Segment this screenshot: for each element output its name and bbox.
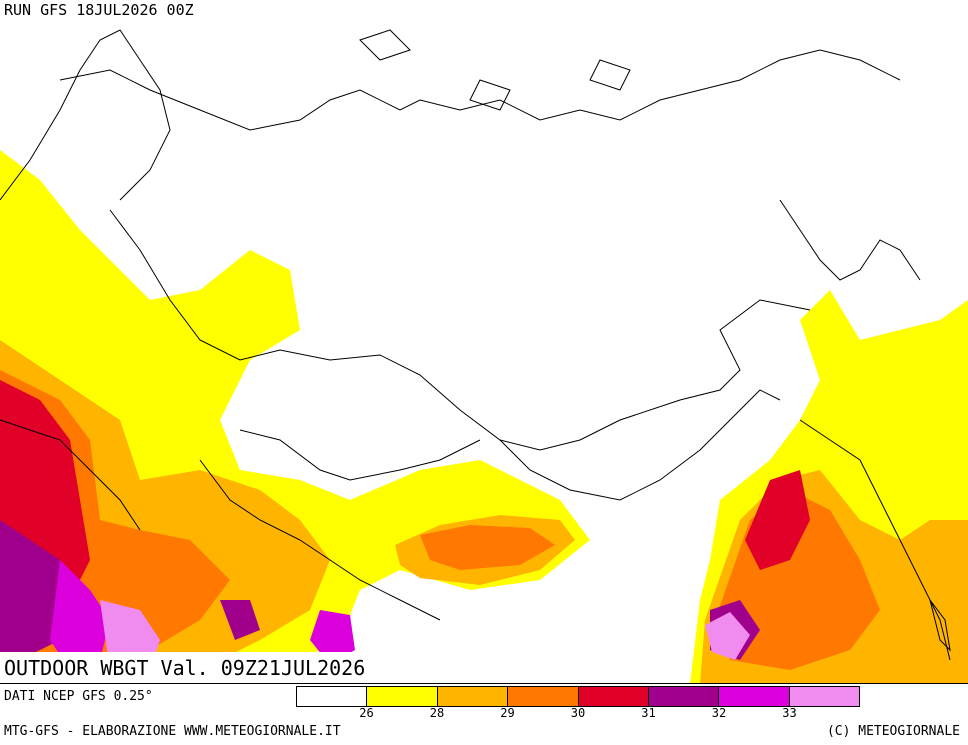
heat-area-magenta-south — [310, 610, 355, 665]
heat-area-magenta-west — [50, 560, 110, 670]
coastline-pacific — [799, 419, 951, 661]
wbgt-shading-layer — [0, 150, 968, 683]
legend-tick-label: 30 — [570, 706, 586, 720]
run-label: RUN GFS 18JUL2026 00Z — [4, 1, 194, 19]
coastline-kamchatka — [779, 199, 921, 281]
legend-swatch — [508, 687, 579, 706]
coastline-japan — [929, 599, 951, 652]
legend-swatch — [789, 687, 859, 706]
border-europe-russia — [109, 209, 811, 451]
heat-area-red-east — [745, 470, 810, 570]
border-china-mongolia — [499, 389, 781, 501]
legend-swatch — [719, 687, 790, 706]
legend-swatches — [296, 686, 860, 707]
legend-swatch — [648, 687, 720, 706]
data-source-label: DATI NCEP GFS 0.25° — [4, 689, 153, 704]
legend-ticks: 26 28 29 30 31 32 33 — [296, 706, 860, 722]
footer-credit: MTG-GFS - ELABORAZIONE WWW.METEOGIORNALE… — [4, 724, 341, 739]
coastline-arctic-islands — [359, 29, 631, 111]
legend-swatch — [367, 687, 438, 706]
border-kazakhstan — [239, 429, 481, 481]
coastline-scandinavia — [0, 29, 171, 201]
map-title-box: OUTDOOR WBGT Val. 09Z21JUL2026 — [0, 652, 384, 683]
heat-area-pink-east — [705, 612, 750, 660]
legend-tick-label: 29 — [500, 706, 515, 720]
wbgt-map — [0, 29, 968, 683]
footer-copyright: (C) METEOGIORNALE — [826, 724, 960, 739]
heat-area-purple-south — [220, 600, 260, 640]
map-panel: RUN GFS 18JUL2026 00Z OUTDOOR WBGT Val. … — [0, 1, 968, 684]
legend-swatch — [297, 687, 368, 706]
legend-tick-label: 33 — [782, 706, 797, 720]
legend-tick-label: 32 — [711, 706, 727, 720]
coastline-north — [59, 49, 901, 131]
legend-tick-label: 28 — [429, 706, 445, 720]
legend-swatch — [578, 687, 649, 706]
border-middle-east — [0, 419, 141, 531]
legend-swatch — [437, 687, 509, 706]
color-legend — [296, 686, 860, 708]
borders-layer — [0, 29, 951, 661]
legend-tick-label: 26 — [359, 706, 374, 720]
border-central-asia — [199, 459, 441, 621]
heat-area-darkorange-central — [420, 525, 555, 570]
map-title: OUTDOOR WBGT Val. 09Z21JUL2026 — [4, 656, 366, 680]
legend-tick-label: 31 — [641, 706, 656, 720]
